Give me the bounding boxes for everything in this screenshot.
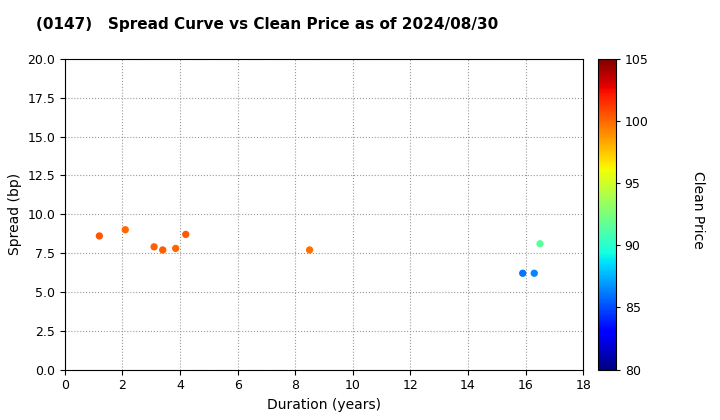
Point bbox=[528, 270, 540, 277]
Point bbox=[517, 270, 528, 277]
Point bbox=[180, 231, 192, 238]
Y-axis label: Spread (bp): Spread (bp) bbox=[8, 173, 22, 255]
Point bbox=[157, 247, 168, 253]
Text: Clean Price: Clean Price bbox=[691, 171, 706, 249]
Point bbox=[120, 226, 131, 233]
Point bbox=[534, 240, 546, 247]
X-axis label: Duration (years): Duration (years) bbox=[267, 398, 381, 412]
Point bbox=[148, 244, 160, 250]
Point bbox=[170, 245, 181, 252]
Text: (0147)   Spread Curve vs Clean Price as of 2024/08/30: (0147) Spread Curve vs Clean Price as of… bbox=[36, 17, 498, 32]
Point bbox=[304, 247, 315, 253]
Point bbox=[94, 233, 105, 239]
